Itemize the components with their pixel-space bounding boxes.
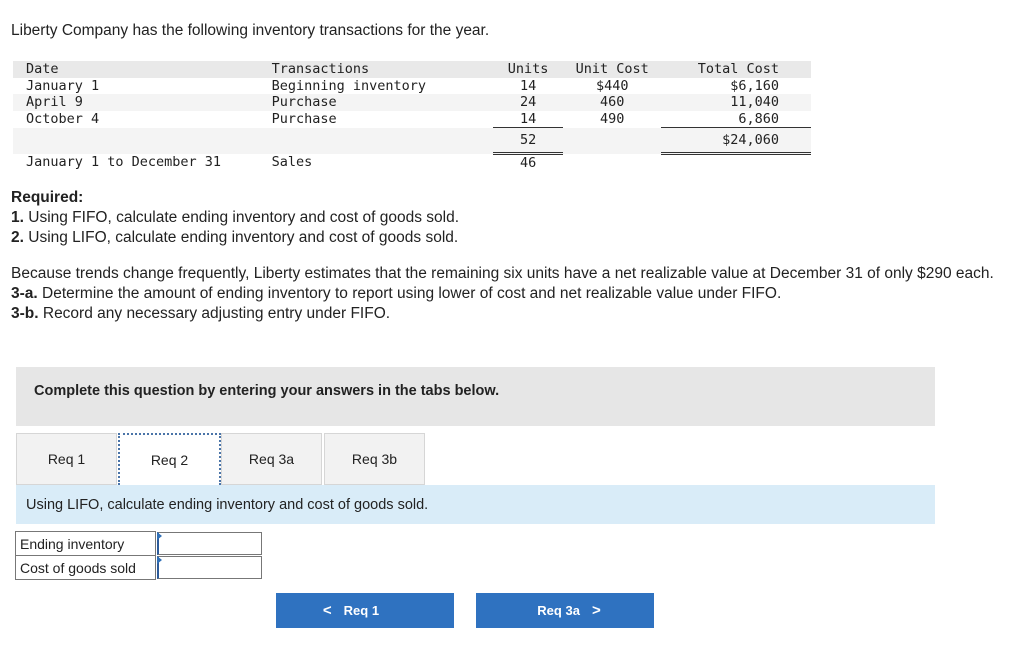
required-item: 3-b. Record any necessary adjusting entr… xyxy=(11,305,391,322)
row-total-cost: 6,860 xyxy=(738,110,779,127)
answer-table: Ending inventory Cost of goods sold xyxy=(15,531,265,580)
tab-req-2[interactable]: Req 2 xyxy=(118,433,221,485)
nrv-text: Because trends change frequently, Libert… xyxy=(11,265,994,282)
input-marker-icon xyxy=(157,556,162,564)
row-unit-cost: 460 xyxy=(563,94,662,111)
header-unit-cost: Unit Cost xyxy=(563,61,662,78)
row-transaction: Purchase xyxy=(271,110,337,127)
required-heading: Required: xyxy=(11,189,84,206)
total-units: 52 xyxy=(493,127,564,155)
tab-req-1[interactable]: Req 1 xyxy=(16,433,117,485)
totals-row: 52 $24,060 xyxy=(13,127,811,155)
next-req-label: Req 3a xyxy=(537,603,580,618)
row-total-cost: 11,040 xyxy=(661,94,811,111)
cost-of-goods-sold-label: Cost of goods sold xyxy=(15,555,156,580)
row-units: 24 xyxy=(493,94,564,111)
row-transaction: Purchase xyxy=(271,94,494,111)
header-total-cost: Total Cost xyxy=(661,61,811,78)
table-row: April 9 Purchase 24 460 11,040 xyxy=(13,94,811,111)
header-date: Date xyxy=(13,61,272,78)
required-item: 3-a. Determine the amount of ending inve… xyxy=(11,285,782,302)
row-units: 14 xyxy=(519,110,537,127)
next-req-button[interactable]: Req 3a > xyxy=(476,593,654,628)
tab-req-3b[interactable]: Req 3b xyxy=(324,433,425,485)
header-units: Units xyxy=(493,61,564,78)
nrv-paragraph: Because trends change frequently, Libert… xyxy=(11,264,1011,324)
cost-of-goods-sold-input[interactable] xyxy=(157,556,262,579)
instructions-banner: Complete this question by entering your … xyxy=(16,367,935,426)
row-transaction: Beginning inventory xyxy=(271,77,427,94)
required-item: 2. Using LIFO, calculate ending inventor… xyxy=(11,229,459,246)
chevron-left-icon: < xyxy=(322,602,332,619)
table-row: January 1 Beginning inventory 14 $440 $6… xyxy=(13,78,811,95)
row-unit-cost: $440 xyxy=(595,77,629,94)
row-unit-cost: 490 xyxy=(600,110,625,127)
table-header: Date Transactions Units Unit Cost Total … xyxy=(13,61,811,78)
ending-inventory-input[interactable] xyxy=(157,532,262,555)
row-units: 14 xyxy=(519,77,537,94)
sales-date: January 1 to December 31 xyxy=(26,154,222,171)
chevron-right-icon: > xyxy=(591,602,601,619)
table-row: October 4 Purchase 14 490 6,860 xyxy=(13,111,811,128)
ending-inventory-label: Ending inventory xyxy=(15,531,156,556)
sales-transaction: Sales xyxy=(271,154,313,171)
intro-text: Liberty Company has the following invent… xyxy=(11,22,490,39)
sales-units: 46 xyxy=(519,155,537,171)
total-cost: $24,060 xyxy=(661,127,811,155)
answer-row: Ending inventory xyxy=(15,531,265,556)
tab-panel-instructions: Using LIFO, calculate ending inventory a… xyxy=(16,485,935,524)
prev-req-label: Req 1 xyxy=(343,603,380,618)
required-section: Required: 1. Using FIFO, calculate endin… xyxy=(11,188,459,248)
row-date: April 9 xyxy=(13,94,272,111)
row-date: January 1 xyxy=(26,77,100,94)
row-date: October 4 xyxy=(26,110,100,127)
sales-row: January 1 to December 31 Sales 46 xyxy=(13,154,811,172)
transactions-table: Date Transactions Units Unit Cost Total … xyxy=(13,61,811,172)
required-item: 1. Using FIFO, calculate ending inventor… xyxy=(11,209,460,226)
tab-req-3a[interactable]: Req 3a xyxy=(221,433,322,485)
row-total-cost: $6,160 xyxy=(730,77,779,94)
prev-req-button[interactable]: < Req 1 xyxy=(276,593,454,628)
input-marker-icon xyxy=(157,532,162,540)
header-transactions: Transactions xyxy=(271,61,494,78)
answer-row: Cost of goods sold xyxy=(15,555,265,580)
